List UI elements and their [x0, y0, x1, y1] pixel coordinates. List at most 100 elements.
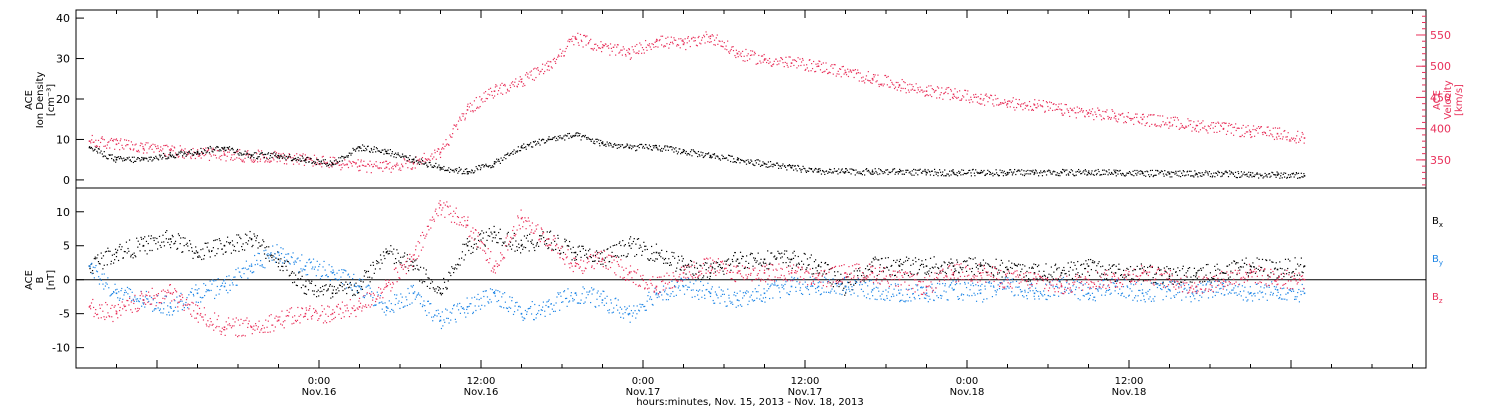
density-sample: [660, 150, 661, 151]
velocity-sample: [838, 74, 839, 75]
density-sample: [398, 154, 399, 155]
density-sample: [523, 143, 524, 144]
velocity-sample: [1143, 114, 1144, 115]
bx-sample: [1037, 266, 1038, 267]
bx-sample: [565, 241, 566, 242]
bx-sample: [490, 232, 491, 233]
density-sample: [447, 170, 448, 171]
density-sample: [727, 160, 728, 161]
density-sample: [1181, 173, 1182, 174]
bx-sample: [164, 245, 165, 246]
density-sample: [1269, 177, 1270, 178]
bx-sample: [1128, 275, 1129, 276]
bx-sample: [936, 273, 937, 274]
density-sample: [653, 145, 654, 146]
by-sample: [446, 318, 447, 319]
density-sample: [513, 154, 514, 155]
velocity-sample: [682, 39, 683, 40]
bx-sample: [500, 229, 501, 230]
velocity-sample: [635, 46, 636, 47]
velocity-sample: [234, 154, 235, 155]
velocity-sample: [790, 66, 791, 67]
density-sample: [322, 163, 323, 164]
bx-sample: [394, 263, 395, 264]
density-sample: [524, 147, 525, 148]
density-sample: [349, 153, 350, 154]
velocity-sample: [1023, 103, 1024, 104]
bx-sample: [769, 263, 770, 264]
velocity-sample: [368, 164, 369, 165]
by-sample: [233, 284, 234, 285]
velocity-sample: [695, 40, 696, 41]
bx-sample: [961, 269, 962, 270]
density-sample: [531, 146, 532, 147]
velocity-sample: [246, 151, 247, 152]
bx-sample: [634, 238, 635, 239]
velocity-sample: [1166, 124, 1167, 125]
velocity-sample: [327, 162, 328, 163]
density-sample: [884, 172, 885, 173]
by-sample: [182, 309, 183, 310]
density-sample: [1142, 171, 1143, 172]
velocity-sample: [734, 55, 735, 56]
bx-sample: [951, 262, 952, 263]
bx-sample: [1248, 272, 1249, 273]
by-sample: [363, 296, 364, 297]
velocity-sample: [221, 155, 222, 156]
bx-sample: [792, 252, 793, 253]
velocity-sample: [363, 165, 364, 166]
bx-sample: [1029, 267, 1030, 268]
velocity-sample: [1123, 116, 1124, 117]
velocity-sample: [308, 157, 309, 158]
bx-sample: [1127, 269, 1128, 270]
density-sample: [113, 160, 114, 161]
bx-sample: [157, 248, 158, 249]
density-sample: [1023, 170, 1024, 171]
bx-sample: [491, 233, 492, 234]
velocity-sample: [213, 148, 214, 149]
velocity-sample: [601, 51, 602, 52]
velocity-sample: [651, 49, 652, 50]
bx-sample: [1153, 277, 1154, 278]
density-sample: [648, 148, 649, 149]
bx-sample: [1262, 259, 1263, 260]
bx-sample: [318, 295, 319, 296]
bx-sample: [344, 284, 345, 285]
density-sample: [315, 162, 316, 163]
density-sample: [296, 159, 297, 160]
by-sample: [98, 276, 99, 277]
bx-sample: [686, 267, 687, 268]
density-sample: [223, 148, 224, 149]
bx-point: [737, 259, 739, 261]
by-sample: [414, 291, 415, 292]
density-sample: [94, 149, 95, 150]
density-sample: [983, 170, 984, 171]
density-sample: [1021, 169, 1022, 170]
bx-sample: [1184, 280, 1185, 281]
bx-sample: [334, 286, 335, 287]
bx-sample: [1224, 273, 1225, 274]
bx-sample: [739, 262, 740, 263]
density-sample: [733, 158, 734, 159]
bx-sample: [445, 287, 446, 288]
bx-sample: [258, 242, 259, 243]
velocity-sample: [977, 102, 978, 103]
density-sample: [169, 154, 170, 155]
density-sample: [697, 156, 698, 157]
by-sample: [90, 266, 91, 267]
velocity-sample: [1064, 112, 1065, 113]
bx-sample: [714, 268, 715, 269]
density-sample: [548, 136, 549, 137]
bx-sample: [815, 259, 816, 260]
velocity-sample: [1199, 123, 1200, 124]
bx-sample: [137, 247, 138, 248]
velocity-sample: [581, 40, 582, 41]
bx-sample: [366, 271, 367, 272]
by-sample: [172, 314, 173, 315]
by-sample: [117, 297, 118, 298]
bx-sample: [915, 257, 916, 258]
velocity-sample: [959, 90, 960, 91]
density-sample: [1057, 172, 1058, 173]
bx-sample: [746, 255, 747, 256]
